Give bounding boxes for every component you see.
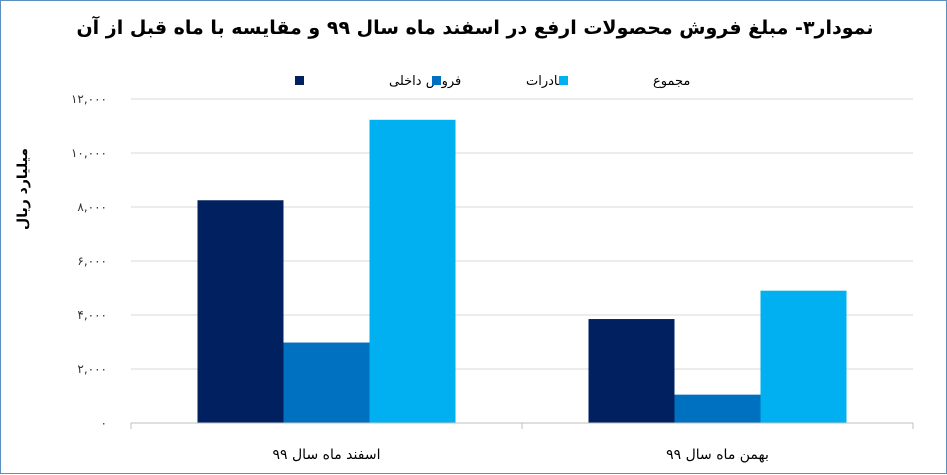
bar: [588, 319, 675, 423]
bars: [197, 119, 847, 423]
y-axis-label: میلیارد ریال: [15, 148, 31, 230]
legend: فروش داخلی صادرات مجموع: [295, 74, 690, 89]
legend-swatch: [295, 76, 304, 85]
y-tick-label: ۱۰,۰۰۰: [71, 146, 107, 160]
x-axis: [130, 422, 914, 429]
legend-swatch: [559, 76, 568, 85]
bar: [674, 394, 761, 423]
bar: [197, 200, 284, 423]
category-labels: اسفند ماه سال ۹۹ بهمن ماه سال ۹۹: [273, 447, 769, 463]
legend-label: فروش داخلی: [389, 74, 461, 89]
y-axis-ticks: ۰ ۲,۰۰۰ ۴,۰۰۰ ۶,۰۰۰ ۸,۰۰۰ ۱۰,۰۰۰ ۱۲,۰۰۰: [71, 92, 107, 430]
y-tick-label: ۲,۰۰۰: [77, 362, 107, 376]
legend-label: مجموع: [653, 74, 690, 89]
bar: [283, 342, 370, 423]
bar: [760, 290, 847, 423]
y-tick-label: ۸,۰۰۰: [77, 200, 107, 214]
category-label: بهمن ماه سال ۹۹: [666, 447, 769, 463]
y-tick-label: ۱۲,۰۰۰: [71, 92, 107, 106]
chart-title: نمودار۳- مبلغ فروش محصولات ارفع در اسفند…: [76, 15, 873, 39]
legend-swatch: [432, 76, 441, 85]
y-tick-label: ۶,۰۰۰: [77, 254, 107, 268]
y-tick-label: ۰: [101, 416, 107, 430]
y-tick-label: ۴,۰۰۰: [77, 308, 107, 322]
bar: [369, 119, 456, 423]
legend-label: صادرات: [526, 74, 569, 89]
category-label: اسفند ماه سال ۹۹: [273, 447, 381, 463]
